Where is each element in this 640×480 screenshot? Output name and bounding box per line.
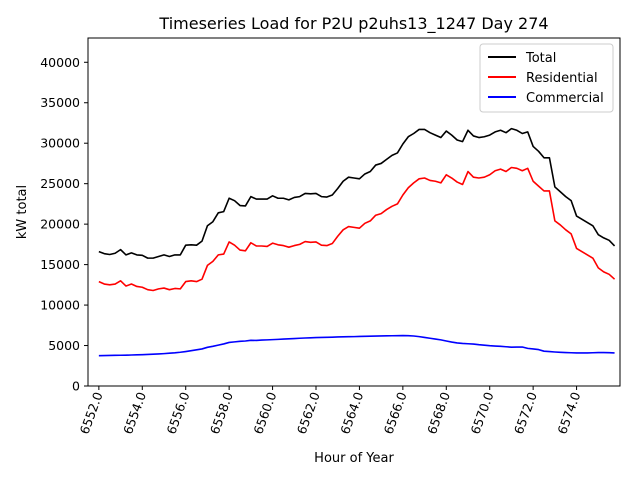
y-tick-label: 10000 [40, 298, 80, 313]
series-line-total [98, 127, 616, 259]
y-tick-label: 35000 [40, 95, 80, 110]
x-tick-label: 6564.0 [337, 390, 366, 436]
y-tick-label: 0 [72, 379, 80, 394]
y-tick-label: 25000 [40, 176, 80, 191]
y-axis-title: kW total [15, 185, 30, 239]
series-line-residential [98, 166, 616, 292]
x-tick-label: 6558.0 [207, 390, 236, 436]
legend-box [479, 43, 614, 113]
y-tick-label: 30000 [40, 136, 80, 151]
y-tick-label: 15000 [40, 257, 80, 272]
legend-label-total: Total [525, 51, 556, 66]
x-axis-title: Hour of Year [314, 451, 394, 466]
series-line-commercial [98, 334, 615, 357]
x-tick-label: 6560.0 [250, 390, 279, 436]
y-tick-label: 20000 [40, 217, 80, 232]
x-tick-label: 6552.0 [77, 390, 106, 436]
x-tick-label: 6568.0 [424, 390, 453, 436]
y-tick-label: 5000 [48, 338, 80, 353]
legend-label-residential: Residential [526, 71, 598, 86]
legend: Total Residential Commercial [479, 43, 614, 113]
x-tick-label: 6572.0 [511, 390, 540, 436]
x-tick-label: 6554.0 [120, 390, 149, 436]
chart-title: Timeseries Load for P2U p2uhs13_1247 Day… [158, 14, 548, 34]
y-tick-label: 40000 [40, 55, 80, 70]
x-tick-label: 6556.0 [163, 390, 192, 436]
x-tick-label: 6562.0 [294, 390, 323, 436]
x-tick-label: 6574.0 [554, 390, 583, 436]
x-tick-label: 6566.0 [381, 390, 410, 436]
plot-frame [87, 37, 621, 387]
x-tick-label: 6570.0 [467, 390, 496, 436]
legend-label-commercial: Commercial [526, 91, 604, 106]
